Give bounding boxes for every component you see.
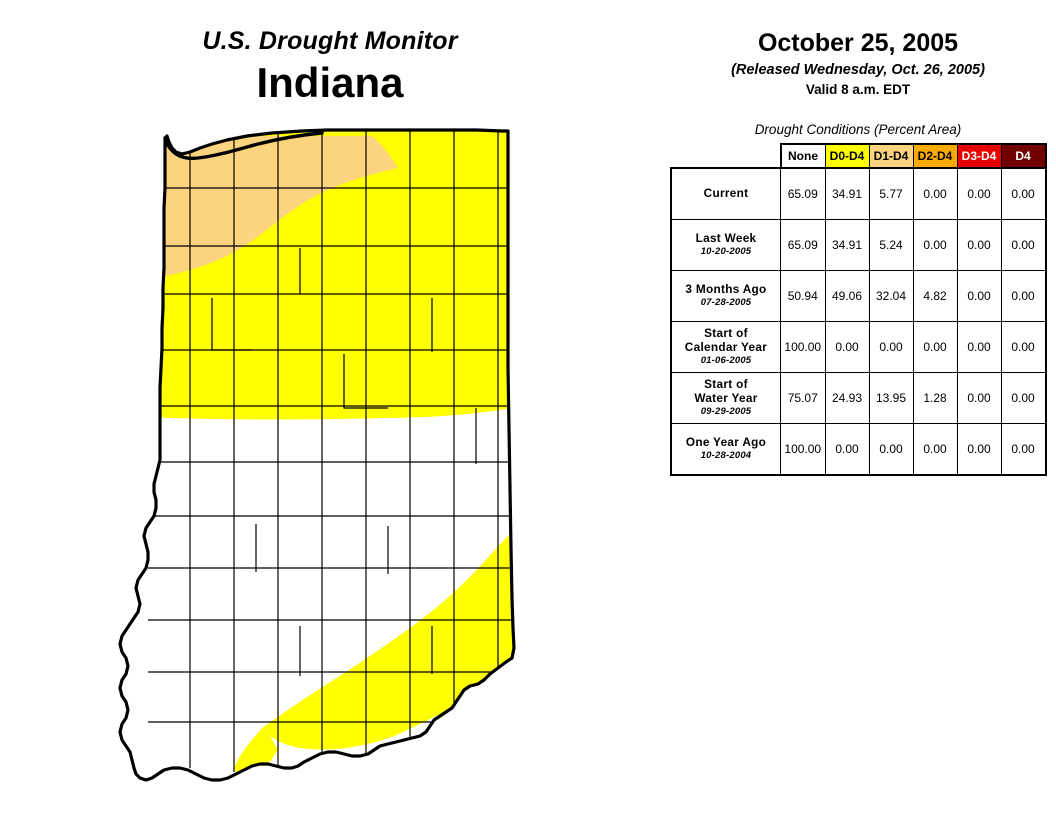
cell-d4: 0.00 [1000, 423, 1047, 476]
row-label-2: 3 Months Ago 07-28-2005 [670, 270, 781, 322]
map-title-block: U.S. Drought Monitor Indiana [0, 28, 660, 106]
row-label-title: Current [703, 186, 749, 201]
drought-conditions-table: None D0-D4 D1-D4 D2-D4 D3-D4 D4 Current 6… [670, 143, 1047, 476]
drought-overlay-layer [148, 130, 514, 778]
state-title: Indiana [256, 59, 404, 107]
cell-d2: 1.28 [912, 372, 958, 424]
cell-d1: 32.04 [868, 270, 914, 322]
column-header-d2-d4: D2-D4 [912, 143, 958, 169]
indiana-map-svg[interactable] [112, 128, 572, 798]
cell-d3: 0.00 [956, 167, 1002, 220]
table-row: Current 65.09 34.91 5.77 0.00 0.00 0.00 [670, 167, 1047, 220]
cell-d2: 0.00 [912, 167, 958, 220]
row-label-title: One Year Ago [685, 435, 767, 450]
cell-d1: 13.95 [868, 372, 914, 424]
d0-region-southeast [262, 520, 514, 750]
column-header-d1-d4: D1-D4 [868, 143, 914, 169]
column-header-none: None [779, 143, 826, 169]
released-line: (Released Wednesday, Oct. 26, 2005) [731, 61, 985, 78]
table-header-row: None D0-D4 D1-D4 D2-D4 D3-D4 D4 [671, 143, 1047, 169]
cell-none: 65.09 [780, 167, 826, 220]
cell-d0: 24.93 [824, 372, 870, 424]
table-row: Last Week 10-20-2005 65.09 34.91 5.24 0.00 0.0… [670, 219, 1047, 271]
cell-d0: 34.91 [824, 167, 870, 220]
cell-none: 75.07 [780, 372, 826, 424]
row-label-title: Start of Water Year [694, 377, 758, 406]
column-header-d4: D4 [1000, 143, 1047, 169]
cell-none: 100.00 [780, 423, 826, 476]
table-corner-cell [671, 144, 781, 168]
row-label-date: 10-20-2005 [700, 245, 752, 257]
d1-region-northwest [148, 136, 398, 280]
row-label-title: Start of Calendar Year [684, 326, 768, 355]
cell-d1: 5.24 [868, 219, 914, 271]
cell-d4: 0.00 [1000, 270, 1047, 322]
cell-none: 65.09 [780, 219, 826, 271]
column-header-d0-d4: D0-D4 [824, 143, 870, 169]
cell-d4: 0.00 [1000, 167, 1047, 220]
row-label-3: Start of Calendar Year 01-06-2005 [670, 321, 781, 373]
row-label-0: Current [670, 167, 781, 220]
cell-d4: 0.00 [1000, 219, 1047, 271]
cell-d2: 4.82 [912, 270, 958, 322]
cell-d0: 49.06 [824, 270, 870, 322]
cell-d3: 0.00 [956, 423, 1002, 476]
table-row: Start of Water Year 09-29-2005 75.07 24.93 13… [670, 372, 1047, 424]
row-label-1: Last Week 10-20-2005 [670, 219, 781, 271]
row-label-title: Last Week [695, 231, 757, 246]
county-boundaries [148, 130, 514, 772]
cell-d3: 0.00 [956, 372, 1002, 424]
row-label-date: 09-29-2005 [700, 405, 752, 417]
cell-none: 100.00 [780, 321, 826, 373]
cell-d4: 0.00 [1000, 372, 1047, 424]
state-outline [118, 128, 516, 782]
cell-d2: 0.00 [912, 219, 958, 271]
cell-d0: 0.00 [824, 321, 870, 373]
row-label-date: 10-28-2004 [700, 449, 752, 461]
row-label-date: 07-28-2005 [700, 296, 752, 308]
cell-none: 50.94 [780, 270, 826, 322]
cell-d3: 0.00 [956, 321, 1002, 373]
table-row: 3 Months Ago 07-28-2005 50.94 49.06 32.04 4.8… [670, 270, 1047, 322]
map-panel: U.S. Drought Monitor Indiana [0, 28, 660, 798]
table-row: One Year Ago 10-28-2004 100.00 0.00 0.00 0.00… [670, 423, 1047, 476]
row-label-4: Start of Water Year 09-29-2005 [670, 372, 781, 424]
cell-d2: 0.00 [912, 423, 958, 476]
date-block: October 25, 2005 (Released Wednesday, Oc… [660, 29, 1056, 97]
table-body: Current 65.09 34.91 5.77 0.00 0.00 0.00 Last We… [670, 167, 1047, 476]
row-label-date: 01-06-2005 [700, 354, 752, 366]
cell-d1: 5.77 [868, 167, 914, 220]
cell-d1: 0.00 [868, 423, 914, 476]
cell-d3: 0.00 [956, 219, 1002, 271]
column-header-d3-d4: D3-D4 [956, 143, 1002, 169]
indiana-map[interactable] [112, 128, 572, 798]
drought-monitor-title: U.S. Drought Monitor [202, 27, 458, 55]
d0-region-southeast-tail [234, 728, 278, 778]
release-date: October 25, 2005 [757, 29, 959, 57]
cell-d1: 0.00 [868, 321, 914, 373]
valid-line: Valid 8 a.m. EDT [805, 81, 911, 97]
table-row: Start of Calendar Year 01-06-2005 100.00 0.0… [670, 321, 1047, 373]
info-panel: October 25, 2005 (Released Wednesday, Oc… [660, 0, 1056, 816]
cell-d2: 0.00 [912, 321, 958, 373]
row-label-5: One Year Ago 10-28-2004 [670, 423, 781, 476]
cell-d0: 0.00 [824, 423, 870, 476]
table-caption: Drought Conditions (Percent Area) [754, 122, 962, 137]
cell-d3: 0.00 [956, 270, 1002, 322]
cell-d0: 34.91 [824, 219, 870, 271]
cell-d4: 0.00 [1000, 321, 1047, 373]
row-label-title: 3 Months Ago [685, 282, 767, 297]
